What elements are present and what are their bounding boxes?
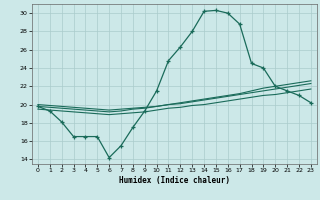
X-axis label: Humidex (Indice chaleur): Humidex (Indice chaleur) <box>119 176 230 185</box>
